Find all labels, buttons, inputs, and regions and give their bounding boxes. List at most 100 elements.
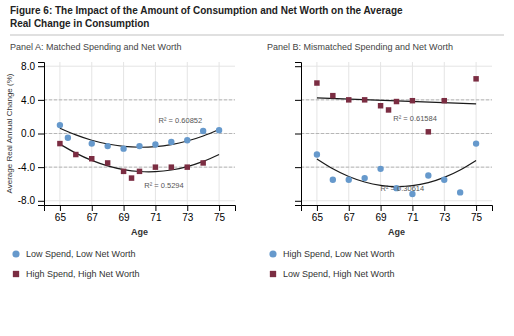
tick [295, 201, 301, 202]
legend-item: High Spend, High Net Worth [13, 269, 140, 279]
tick: 71 [150, 205, 162, 223]
tick-label: 71 [407, 212, 419, 223]
tick-mark [219, 205, 220, 211]
point [216, 127, 222, 133]
point [104, 143, 110, 149]
annotation: R² = 0.5294 [144, 181, 183, 190]
reference-line [44, 167, 235, 168]
point [473, 140, 479, 146]
tick: 71 [407, 205, 419, 223]
legend-label: High Spend, High Net Worth [26, 269, 139, 279]
tick-mark [92, 205, 93, 211]
reference-line [301, 133, 492, 134]
tick: 73 [182, 205, 194, 223]
point [361, 175, 367, 181]
point [378, 103, 383, 108]
tick-mark [476, 205, 477, 211]
point [410, 98, 415, 103]
tick-mark [295, 167, 301, 168]
point [426, 129, 431, 134]
legend-item: High Spend, Low Net Worth [269, 249, 394, 259]
legend-symbol [13, 271, 19, 277]
tick-label: 8.0 [21, 61, 35, 72]
grid-line [301, 66, 492, 67]
tick-mark [295, 100, 301, 101]
tick-mark [38, 201, 44, 202]
tick: 73 [439, 205, 451, 223]
axis-line [38, 63, 45, 206]
annotation: R² = 0.30614 [381, 184, 425, 193]
legend-label: Low Spend, High Net Worth [283, 269, 394, 279]
grid-line [44, 99, 235, 100]
legend-label: Low Spend, Low Net Worth [26, 249, 135, 259]
tick-label: 4.0 [21, 95, 35, 106]
legend: Low Spend, Low Net Worth High Spend, High… [12, 249, 139, 279]
point [153, 164, 158, 169]
tick [295, 167, 301, 168]
point [441, 177, 447, 183]
chart-root: Figure 6: The Impact of the Amount of Co… [0, 0, 514, 336]
plot-marks [57, 122, 223, 181]
point [105, 160, 110, 165]
axis-line [295, 63, 302, 206]
tick-mark [124, 205, 125, 211]
point [200, 160, 205, 165]
grid-line [301, 200, 492, 201]
tick: -8.0 [18, 195, 44, 206]
tick: 69 [119, 205, 131, 223]
annotation: R² = 0.61584 [393, 114, 437, 123]
tick-mark [38, 66, 44, 67]
point [121, 169, 126, 174]
tick-mark [295, 134, 301, 135]
tick-label: 75 [471, 212, 483, 223]
axis-line [45, 206, 236, 212]
tick: 75 [214, 205, 226, 223]
x-axis: 656769717375 [302, 205, 493, 223]
tick-label: 0.0 [21, 128, 35, 139]
tick-label: 65 [55, 212, 67, 223]
tick: 65 [312, 205, 324, 223]
legend-item: Low Spend, High Net Worth [270, 269, 395, 279]
point [185, 164, 190, 169]
grid-line [44, 66, 235, 67]
grid [301, 62, 492, 205]
point [425, 172, 431, 178]
tick-mark [60, 205, 61, 211]
tick-mark [349, 205, 350, 211]
x-axis: 656769717375 [45, 205, 236, 223]
point [57, 122, 63, 128]
tick-mark [295, 66, 301, 67]
tick: 67 [344, 205, 356, 223]
tick-mark [444, 205, 445, 211]
x-axis-title: Age [388, 227, 405, 237]
point [65, 135, 71, 141]
x-axis-title: Age [131, 227, 148, 237]
tick: -4.0 [18, 162, 44, 173]
point [377, 166, 383, 172]
subtitle: Panel B: Mismatched Spending and Net Wor… [267, 42, 453, 52]
tick-label: 73 [439, 212, 451, 223]
legend-item: Low Spend, Low Net Worth [12, 249, 135, 259]
tick [295, 66, 301, 67]
point [89, 156, 94, 161]
grid [44, 62, 235, 205]
tick: 8.0 [21, 61, 44, 72]
title: Figure 6: The Impact of the Amount of Co… [10, 5, 403, 16]
point [129, 175, 134, 180]
legend-symbol [270, 271, 276, 277]
point [330, 177, 336, 183]
subtitle: Panel A: Matched Spending and Net Worth [10, 42, 181, 52]
tick-label: 65 [312, 212, 324, 223]
point [169, 164, 174, 169]
point [457, 189, 463, 195]
point [120, 145, 126, 151]
point [152, 141, 158, 147]
point [314, 80, 319, 85]
point [136, 143, 142, 149]
tick: 0.0 [21, 128, 44, 139]
tick-mark [412, 205, 413, 211]
y-axis [295, 63, 302, 206]
point [89, 140, 95, 146]
reference-line [44, 99, 235, 100]
tick [295, 134, 301, 135]
